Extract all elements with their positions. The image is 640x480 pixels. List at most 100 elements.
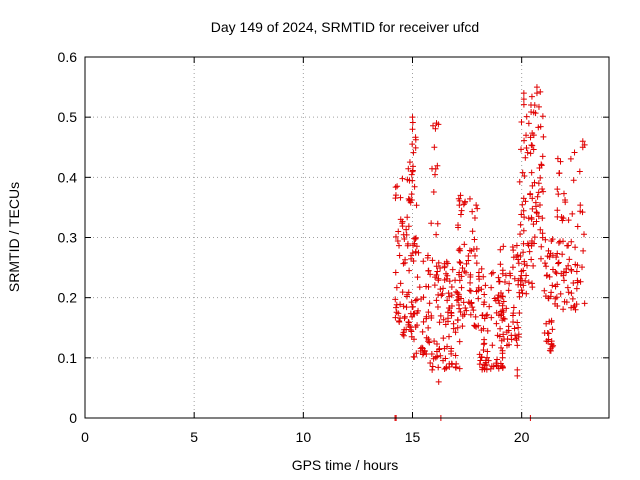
data-point [416, 284, 423, 291]
data-point [401, 315, 408, 322]
data-point [480, 341, 487, 348]
data-point [405, 319, 412, 326]
data-point [563, 269, 570, 276]
data-point [518, 211, 525, 218]
data-point [555, 260, 562, 267]
data-point [555, 239, 562, 246]
data-point [545, 295, 552, 302]
data-point [489, 342, 496, 349]
data-point [520, 240, 527, 247]
data-point [490, 269, 497, 276]
data-point [571, 149, 578, 156]
data-point [581, 300, 588, 307]
data-point [525, 215, 532, 222]
data-point [404, 176, 411, 183]
data-point [527, 190, 534, 197]
data-point [556, 170, 563, 177]
data-point [561, 298, 568, 305]
data-point [446, 333, 453, 340]
data-point [446, 293, 453, 300]
data-point [433, 120, 440, 127]
data-point [455, 296, 462, 303]
data-point [529, 205, 536, 212]
data-point [435, 378, 442, 385]
data-point [421, 347, 428, 354]
data-point [412, 235, 419, 242]
data-point [459, 313, 466, 320]
data-point [539, 215, 546, 222]
data-point [512, 332, 519, 339]
data-point [557, 290, 564, 297]
data-point [522, 198, 529, 205]
data-point [531, 240, 538, 247]
data-point [406, 267, 413, 274]
data-point [501, 315, 508, 322]
data-point [472, 313, 479, 320]
data-point [425, 309, 432, 316]
data-point [544, 253, 551, 260]
data-point [474, 205, 481, 212]
data-point [533, 218, 540, 225]
data-point [515, 333, 522, 340]
data-point [520, 249, 527, 256]
data-point [409, 114, 416, 121]
data-point [535, 124, 542, 131]
data-point [481, 315, 488, 322]
data-point [565, 262, 572, 269]
data-point [467, 271, 474, 278]
data-point [537, 226, 544, 233]
data-point [528, 108, 535, 115]
data-point [399, 175, 406, 182]
data-point [412, 134, 419, 141]
data-point [498, 344, 505, 351]
data-point [567, 155, 574, 162]
data-point [483, 366, 490, 373]
data-point [542, 260, 548, 267]
data-point [453, 297, 460, 304]
data-point [537, 88, 544, 95]
data-point [399, 331, 406, 338]
data-point [448, 292, 455, 299]
data-point [397, 280, 404, 287]
data-point [434, 268, 441, 275]
data-point [536, 202, 543, 209]
data-point [407, 199, 414, 206]
data-point [520, 195, 527, 202]
data-point [535, 189, 542, 196]
data-point [496, 278, 503, 285]
data-point [437, 312, 444, 319]
data-point [520, 207, 527, 214]
data-point [518, 119, 525, 126]
data-point [467, 311, 474, 318]
data-point [404, 242, 411, 249]
data-point [511, 325, 518, 332]
data-point [405, 223, 412, 230]
x-tick-label: 10 [296, 429, 312, 445]
data-point [553, 254, 560, 261]
data-point [403, 226, 410, 233]
data-point [570, 279, 577, 286]
data-point [403, 293, 410, 300]
data-point [488, 284, 495, 291]
data-point [456, 259, 463, 266]
data-point [514, 372, 521, 379]
data-point [452, 277, 459, 284]
data-point [555, 259, 562, 266]
data-point [576, 168, 583, 175]
data-point [454, 324, 461, 331]
data-point [473, 202, 480, 209]
data-point [424, 254, 431, 261]
data-point [473, 245, 480, 252]
data-point [432, 125, 439, 132]
data-point [408, 327, 415, 334]
data-point [514, 342, 521, 349]
data-point [572, 306, 579, 313]
data-point [554, 281, 561, 288]
data-point [396, 317, 403, 324]
data-point [538, 161, 545, 168]
data-point [420, 318, 427, 325]
data-point [435, 364, 442, 371]
data-point [405, 195, 412, 202]
data-point [463, 260, 470, 267]
data-point [431, 144, 438, 151]
